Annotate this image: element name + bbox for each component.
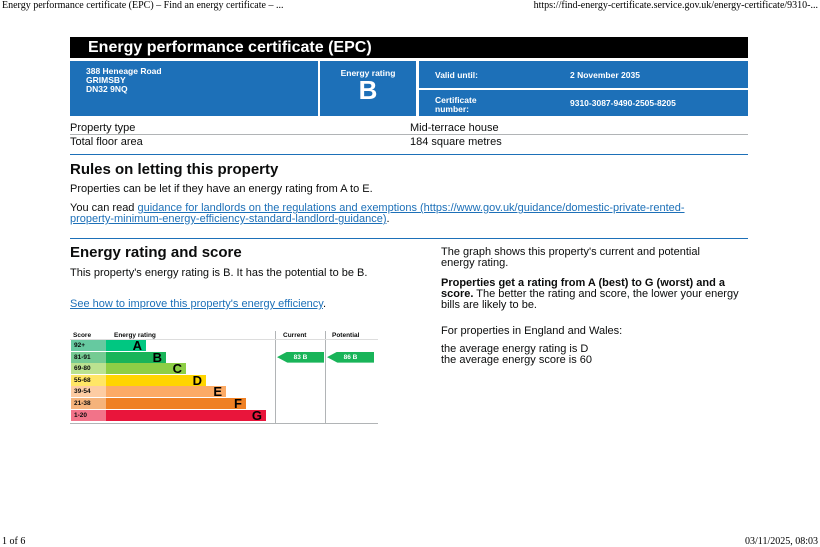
band-bar-C: C [106, 362, 186, 375]
improve-link-wrap: See how to improve this property's energ… [70, 299, 390, 310]
band-bar-F: F [106, 397, 246, 410]
band-bar-E: E [106, 385, 226, 398]
page-title: Energy performance certificate (EPC) [70, 37, 748, 58]
property-type-value: Mid-terrace house [410, 122, 499, 134]
header-current: Current [283, 332, 307, 339]
guidance-suffix: . [386, 213, 390, 225]
energy-rating-label: Energy rating [340, 68, 396, 78]
band-score-B: 81-91 [71, 351, 106, 363]
letting-guidance: You can read guidance for landlords on t… [70, 203, 710, 225]
property-type-label: Property type [70, 122, 136, 134]
rating-explanation-bold: Properties get a rating from A (best) to… [441, 277, 725, 300]
address-line: 388 Heneage Road [86, 66, 162, 76]
band-bar-D: D [106, 374, 206, 387]
band-score-F: 21-38 [71, 398, 106, 409]
floor-area-value: 184 square metres [410, 136, 502, 148]
average-rating: the average energy rating is D [441, 343, 589, 355]
potential-rating-arrow: 86 B [327, 351, 374, 363]
energy-chart: Score Energy rating Current Potential [70, 331, 378, 424]
print-footer-datetime: 03/11/2025, 08:03 [745, 536, 818, 547]
england-wales-text: For properties in England and Wales: [441, 325, 623, 337]
graph-description: The graph shows this property's current … [441, 246, 700, 269]
address-line: GRIMSBY [86, 75, 126, 85]
print-header-title: Energy performance certificate (EPC) – F… [2, 0, 284, 11]
print-header-url: https://find-energy-certificate.service.… [533, 0, 818, 11]
valid-label: Valid until: [435, 70, 478, 80]
energy-rating-box: Energy rating B [320, 61, 416, 116]
certificate-box: Certificate number: 9310-3087-9490-2505-… [419, 90, 748, 116]
address-box: 388 Heneage Road GRIMSBY DN32 9NQ [70, 61, 318, 116]
header-potential: Potential [332, 332, 360, 339]
letting-heading: Rules on letting this property [70, 161, 279, 178]
rating-explanation: Properties get a rating from A (best) to… [441, 278, 741, 311]
certificate-label: Certificate number: [435, 95, 477, 114]
current-rating-arrow: 83 B [277, 351, 324, 363]
letting-text: Properties can be let if they have an en… [70, 183, 373, 195]
band-score-A: 92+ [71, 340, 106, 351]
band-score-E: 39-54 [71, 386, 106, 398]
average-score: the average energy score is 60 [441, 354, 593, 366]
header-energy-rating: Energy rating [114, 332, 156, 339]
floor-area-label: Total floor area [70, 136, 143, 148]
band-score-C: 69-80 [71, 363, 106, 375]
improve-suffix: . [322, 298, 327, 310]
guidance-link[interactable]: guidance for landlords on the regulation… [70, 202, 685, 225]
band-bar-B: B [106, 351, 166, 364]
header-score: Score [73, 332, 92, 339]
print-footer-page: 1 of 6 [2, 536, 26, 547]
score-heading: Energy rating and score [70, 244, 242, 261]
guidance-prefix: You can read [70, 202, 138, 214]
band-bar-A: A [106, 339, 146, 352]
band-score-D: 55-68 [71, 374, 106, 386]
improve-link[interactable]: See how to improve this property's energ… [70, 298, 323, 310]
band-score-G: 1-20 [71, 409, 106, 421]
valid-until-box: Valid until: 2 November 2035 [419, 61, 748, 88]
certificate-number: 9310-3087-9490-2505-8205 [570, 98, 676, 108]
valid-value: 2 November 2035 [570, 70, 640, 80]
rating-explanation-text: The better the rating and score, the low… [441, 288, 739, 311]
score-text: This property's energy rating is B. It h… [70, 267, 368, 279]
address-line: DN32 9NQ [86, 84, 128, 94]
energy-rating-value: B [358, 75, 378, 105]
band-bar-G: G [106, 409, 266, 422]
